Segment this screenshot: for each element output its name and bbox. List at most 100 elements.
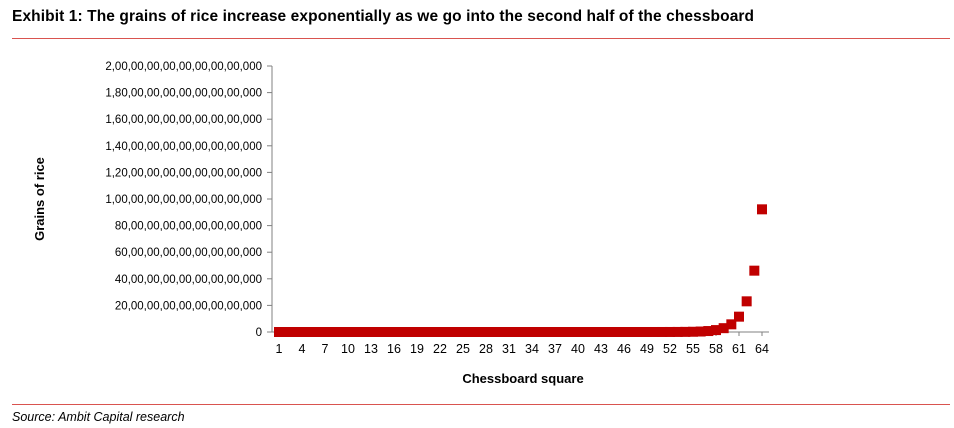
data-point	[603, 326, 614, 337]
data-point	[511, 327, 522, 337]
x-tick-label: 64	[755, 342, 769, 356]
x-tick-label: 25	[456, 342, 470, 356]
x-axis-title: Chessboard square	[462, 371, 583, 386]
y-tick-label: 40,00,00,00,00,00,00,00,000	[115, 274, 262, 286]
data-point	[534, 327, 545, 337]
data-point	[573, 327, 583, 337]
data-point	[611, 326, 622, 337]
data-point	[412, 327, 422, 337]
x-tick-label: 19	[410, 342, 424, 356]
data-point	[672, 326, 683, 337]
data-point	[580, 327, 591, 337]
data-point	[320, 327, 330, 337]
data-point	[327, 327, 338, 337]
x-tick-label: 34	[525, 342, 539, 356]
x-tick-label: 55	[686, 342, 700, 356]
data-point	[442, 327, 453, 337]
y-tick-label: 20,00,00,00,00,00,00,00,000	[115, 300, 262, 312]
y-tick-label: 0	[256, 327, 262, 339]
data-point	[519, 327, 530, 337]
data-point	[465, 327, 476, 337]
data-point	[688, 326, 698, 337]
data-point	[366, 327, 376, 337]
y-axis-title: Grains of rice	[32, 157, 47, 241]
exhibit-title: Exhibit 1: The grains of rice increase e…	[12, 8, 755, 25]
data-point	[458, 327, 468, 337]
data-point	[373, 327, 384, 337]
y-tick-label: 1,40,00,00,00,00,00,00,00,000	[105, 141, 262, 153]
x-tick-label: 61	[732, 342, 746, 356]
data-point	[749, 265, 760, 276]
data-point	[504, 327, 514, 337]
data-point	[642, 326, 652, 337]
data-point	[281, 327, 292, 337]
data-point	[527, 327, 537, 337]
data-point	[657, 326, 668, 337]
data-point	[695, 326, 706, 337]
x-tick-label: 31	[502, 342, 516, 356]
data-point	[358, 327, 369, 337]
x-tick-label: 46	[617, 342, 631, 356]
data-point	[473, 327, 484, 337]
y-tick-label: 1,00,00,00,00,00,00,00,00,000	[105, 194, 262, 206]
data-point	[619, 326, 629, 337]
data-point	[450, 327, 461, 337]
data-point	[542, 327, 553, 337]
x-tick-label: 10	[341, 342, 355, 356]
x-tick-label: 37	[548, 342, 562, 356]
data-point	[588, 326, 599, 337]
data-point	[312, 327, 323, 337]
data-point	[481, 327, 491, 337]
data-point	[703, 326, 714, 337]
source-rule	[12, 404, 950, 405]
x-tick-label: 28	[479, 342, 493, 356]
x-tick-label: 52	[663, 342, 677, 356]
x-tick-label: 49	[640, 342, 654, 356]
data-points	[274, 204, 767, 337]
data-point	[350, 327, 361, 337]
x-tick-label: 16	[387, 342, 401, 356]
data-point	[726, 319, 737, 330]
data-point	[734, 311, 744, 322]
x-tick-label: 43	[594, 342, 608, 356]
data-point	[435, 327, 445, 337]
data-point	[419, 327, 430, 337]
x-tick-label: 40	[571, 342, 585, 356]
data-point	[389, 327, 399, 337]
data-point	[711, 325, 721, 336]
y-tick-label: 1,60,00,00,00,00,00,00,00,000	[105, 114, 262, 126]
data-point	[496, 327, 507, 337]
x-tick-label: 58	[709, 342, 723, 356]
data-point	[565, 327, 576, 337]
data-point	[718, 323, 729, 334]
y-tick-label: 60,00,00,00,00,00,00,00,000	[115, 247, 262, 259]
x-tick-label: 7	[322, 342, 329, 356]
x-tick-label: 22	[433, 342, 447, 356]
data-point	[343, 327, 353, 337]
y-tick-label: 80,00,00,00,00,00,00,00,000	[115, 221, 262, 233]
data-point	[557, 327, 568, 337]
data-point	[550, 327, 560, 337]
chart-axes	[271, 66, 769, 333]
data-point	[488, 327, 499, 337]
data-point	[427, 327, 438, 337]
title-rule	[12, 38, 950, 39]
data-point	[304, 327, 315, 337]
data-point	[741, 296, 752, 307]
y-tick-label: 1,80,00,00,00,00,00,00,00,000	[105, 88, 262, 100]
y-axis-ticks: 0 20,00,00,00,00,00,00,00,000 40,00,00,00,…	[105, 61, 272, 339]
y-tick-label: 2,00,00,00,00,00,00,00,00,000	[105, 61, 262, 73]
x-tick-label: 13	[364, 342, 378, 356]
x-axis-ticks: 1 4 7 10 13 16 19 22 25 28 31 34 37 40 43 46 49 52 55 58 61 6…	[276, 332, 769, 356]
data-point	[396, 327, 407, 337]
data-point	[596, 326, 606, 337]
data-point	[381, 327, 392, 337]
source-note: Source: Ambit Capital research	[12, 410, 185, 424]
data-point	[289, 327, 300, 337]
data-point	[274, 327, 284, 337]
data-point	[649, 326, 660, 337]
x-tick-label: 4	[299, 342, 306, 356]
data-point	[634, 326, 645, 337]
data-point	[626, 326, 637, 337]
data-point	[404, 327, 415, 337]
